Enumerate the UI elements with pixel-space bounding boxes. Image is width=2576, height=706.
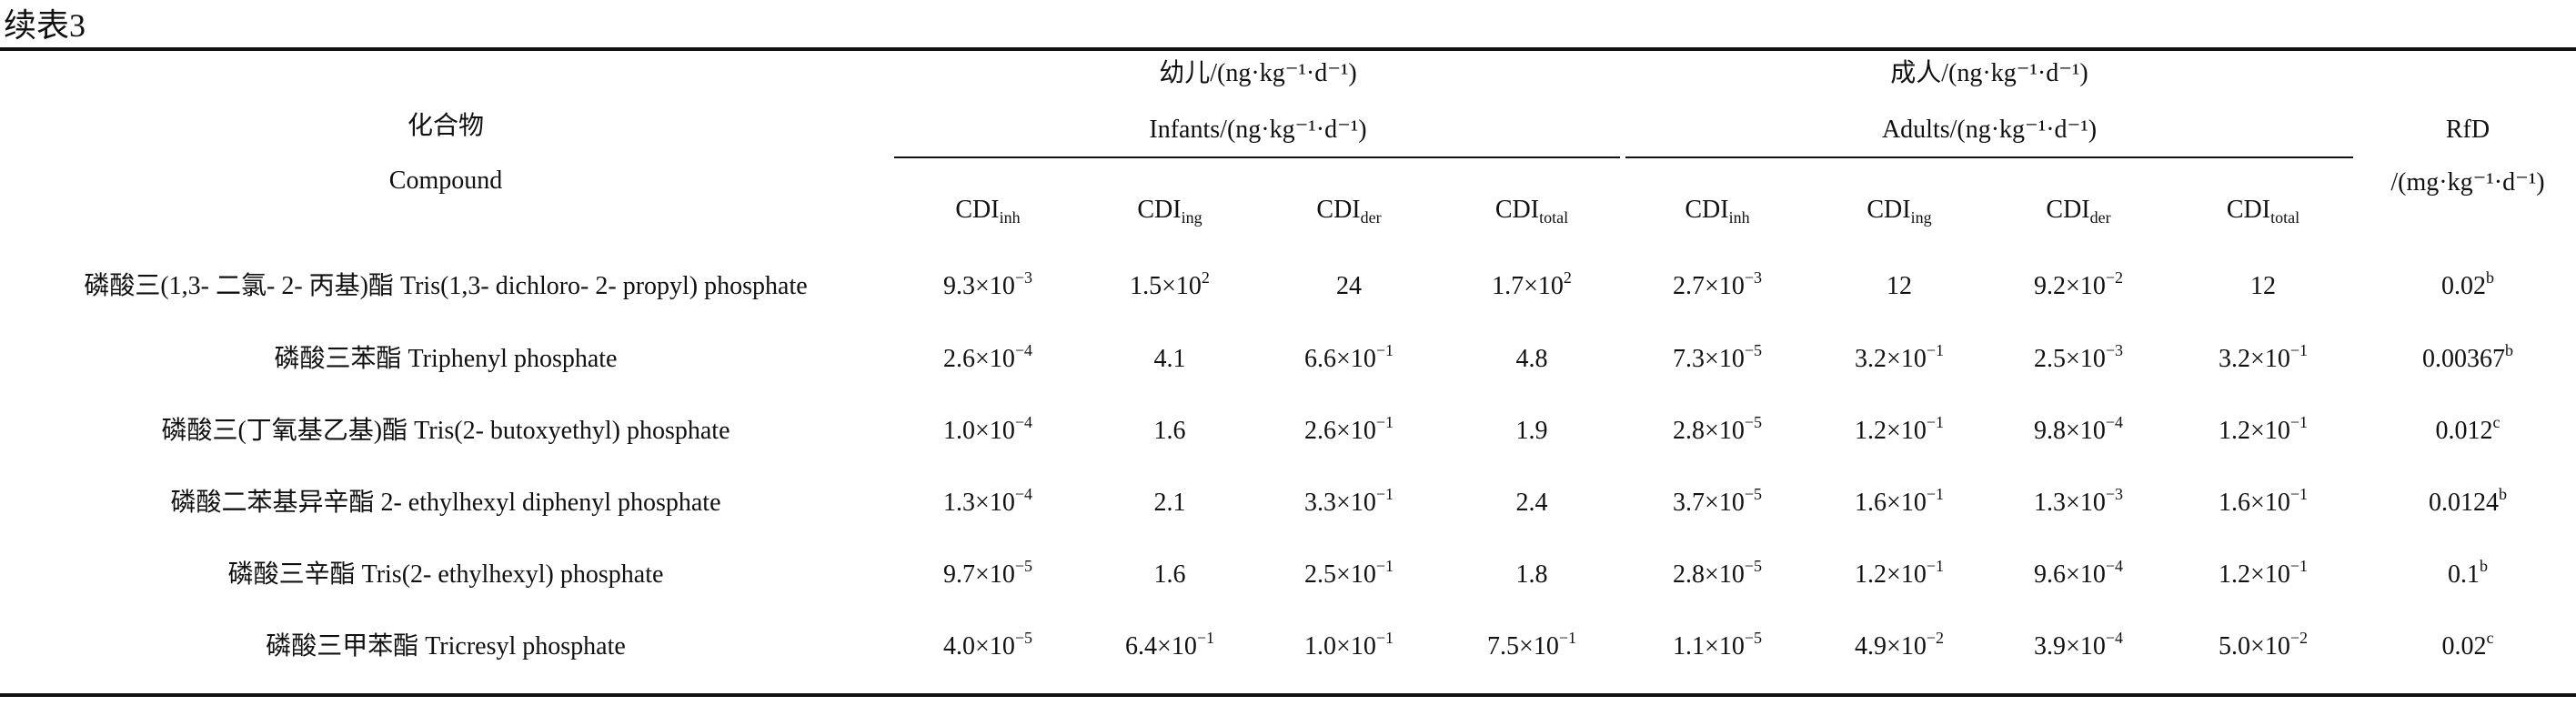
- rfd-value-cell: 0.02c: [2441, 629, 2494, 661]
- cdi-total-header: CDItotal: [1494, 196, 1569, 227]
- cdi-value-cell: 1.2×10−1: [2219, 413, 2308, 445]
- cdi-value-cell: 1.3×10−3: [2034, 485, 2123, 517]
- rfd-value-cell: 0.0124b: [2429, 485, 2507, 517]
- cdi-value-cell: 12: [2250, 272, 2276, 300]
- cdi-value-cell: 7.5×10−1: [1487, 629, 1576, 661]
- cdi-value-cell: 1.0×10−4: [943, 413, 1032, 445]
- compound-name-cell: 磷酸三(1,3- 二氯- 2- 丙基)酯 Tris(1,3- dichloro-…: [84, 272, 808, 300]
- cdi-value-cell: 2.7×10−3: [1673, 268, 1762, 300]
- adults-header-en: Adults/(ng·kg⁻¹·d⁻¹): [1881, 116, 2098, 144]
- rfd-value-cell: 0.1b: [2448, 557, 2488, 589]
- cdi-value-cell: 2.1: [1153, 489, 1186, 517]
- rfd-header: RfD: [2445, 116, 2490, 144]
- rfd-value-cell: 0.00367b: [2422, 341, 2513, 373]
- table-bottom-rule: [0, 693, 2576, 697]
- cdi-value-cell: 1.2×10−1: [2219, 557, 2308, 589]
- cdi-value-cell: 7.3×10−5: [1673, 341, 1762, 373]
- cdi-value-cell: 1.5×102: [1130, 268, 1210, 300]
- cdi-value-cell: 2.6×10−1: [1304, 413, 1394, 445]
- cdi-value-cell: 1.6×10−1: [1855, 485, 1944, 517]
- cdi-value-cell: 6.4×10−1: [1125, 629, 1214, 661]
- compound-name-cell: 磷酸二苯基异辛酯 2- ethylhexyl diphenyl phosphat…: [170, 489, 721, 517]
- cdi-value-cell: 3.9×10−4: [2034, 629, 2123, 661]
- infants-header-cn: 幼儿/(ng·kg⁻¹·d⁻¹): [1159, 59, 1357, 87]
- cdi-value-cell: 3.2×10−1: [1855, 341, 1944, 373]
- table-caption: 续表3: [4, 7, 86, 44]
- cdi-value-cell: 9.3×10−3: [943, 268, 1032, 300]
- compound-header-en: Compound: [388, 166, 503, 195]
- cdi-ing-header: CDIing: [1867, 196, 1932, 227]
- compound-name-cell: 磷酸三甲苯酯 Tricresyl phosphate: [266, 632, 626, 661]
- cdi-value-cell: 1.6×10−1: [2219, 485, 2308, 517]
- cdi-value-cell: 1.0×10−1: [1304, 629, 1394, 661]
- compound-name-cell: 磷酸三辛酯 Tris(2- ethylhexyl) phosphate: [227, 560, 664, 589]
- cdi-value-cell: 3.7×10−5: [1673, 485, 1762, 517]
- rfd-value-cell: 0.02b: [2441, 268, 2494, 300]
- cdi-value-cell: 9.6×10−4: [2034, 557, 2123, 589]
- cdi-value-cell: 9.2×10−2: [2034, 268, 2123, 300]
- adults-header-cn: 成人/(ng·kg⁻¹·d⁻¹): [1890, 59, 2088, 87]
- cdi-value-cell: 2.5×10−1: [1304, 557, 1394, 589]
- rfd-unit-header: /(mg·kg⁻¹·d⁻¹): [2390, 168, 2545, 197]
- cdi-value-cell: 3.3×10−1: [1304, 485, 1394, 517]
- cdi-total-header: CDItotal: [2226, 196, 2300, 227]
- cdi-value-cell: 4.0×10−5: [943, 629, 1032, 661]
- cdi-value-cell: 3.2×10−1: [2219, 341, 2308, 373]
- compound-name-cell: 磷酸三苯酯 Triphenyl phosphate: [274, 345, 618, 373]
- cdi-value-cell: 2.5×10−3: [2034, 341, 2123, 373]
- adults-group-rule: [1625, 156, 2353, 158]
- cdi-ing-header: CDIing: [1137, 196, 1202, 227]
- cdi-der-header: CDIder: [2046, 196, 2111, 227]
- cdi-value-cell: 1.8: [1515, 560, 1548, 589]
- cdi-value-cell: 4.9×10−2: [1855, 629, 1944, 661]
- cdi-value-cell: 9.8×10−4: [2034, 413, 2123, 445]
- infants-group-rule: [894, 156, 1620, 158]
- rfd-value-cell: 0.012c: [2435, 413, 2501, 445]
- cdi-value-cell: 6.6×10−1: [1304, 341, 1394, 373]
- cdi-inh-header: CDIinh: [1685, 196, 1750, 227]
- compound-name-cell: 磷酸三(丁氧基乙基)酯 Tris(2- butoxyethyl) phospha…: [161, 417, 730, 445]
- cdi-value-cell: 9.7×10−5: [943, 557, 1032, 589]
- cdi-der-header: CDIder: [1316, 196, 1382, 227]
- cdi-value-cell: 4.1: [1153, 345, 1186, 373]
- cdi-value-cell: 12: [1887, 272, 1912, 300]
- cdi-value-cell: 2.6×10−4: [943, 341, 1032, 373]
- cdi-value-cell: 24: [1336, 272, 1362, 300]
- cdi-value-cell: 1.2×10−1: [1855, 557, 1944, 589]
- cdi-value-cell: 1.7×102: [1492, 268, 1572, 300]
- table-top-rule: [0, 47, 2576, 51]
- infants-header-en: Infants/(ng·kg⁻¹·d⁻¹): [1149, 116, 1367, 144]
- cdi-value-cell: 1.2×10−1: [1855, 413, 1944, 445]
- cdi-value-cell: 1.1×10−5: [1673, 629, 1762, 661]
- cdi-inh-header: CDIinh: [955, 196, 1021, 227]
- cdi-value-cell: 1.6: [1153, 560, 1186, 589]
- cdi-value-cell: 1.3×10−4: [943, 485, 1032, 517]
- cdi-value-cell: 2.4: [1515, 489, 1548, 517]
- cdi-value-cell: 2.8×10−5: [1673, 413, 1762, 445]
- cdi-value-cell: 1.6: [1153, 417, 1186, 445]
- compound-header-cn: 化合物: [407, 112, 485, 140]
- cdi-value-cell: 1.9: [1515, 417, 1548, 445]
- cdi-value-cell: 4.8: [1515, 345, 1548, 373]
- cdi-value-cell: 5.0×10−2: [2219, 629, 2308, 661]
- cdi-value-cell: 2.8×10−5: [1673, 557, 1762, 589]
